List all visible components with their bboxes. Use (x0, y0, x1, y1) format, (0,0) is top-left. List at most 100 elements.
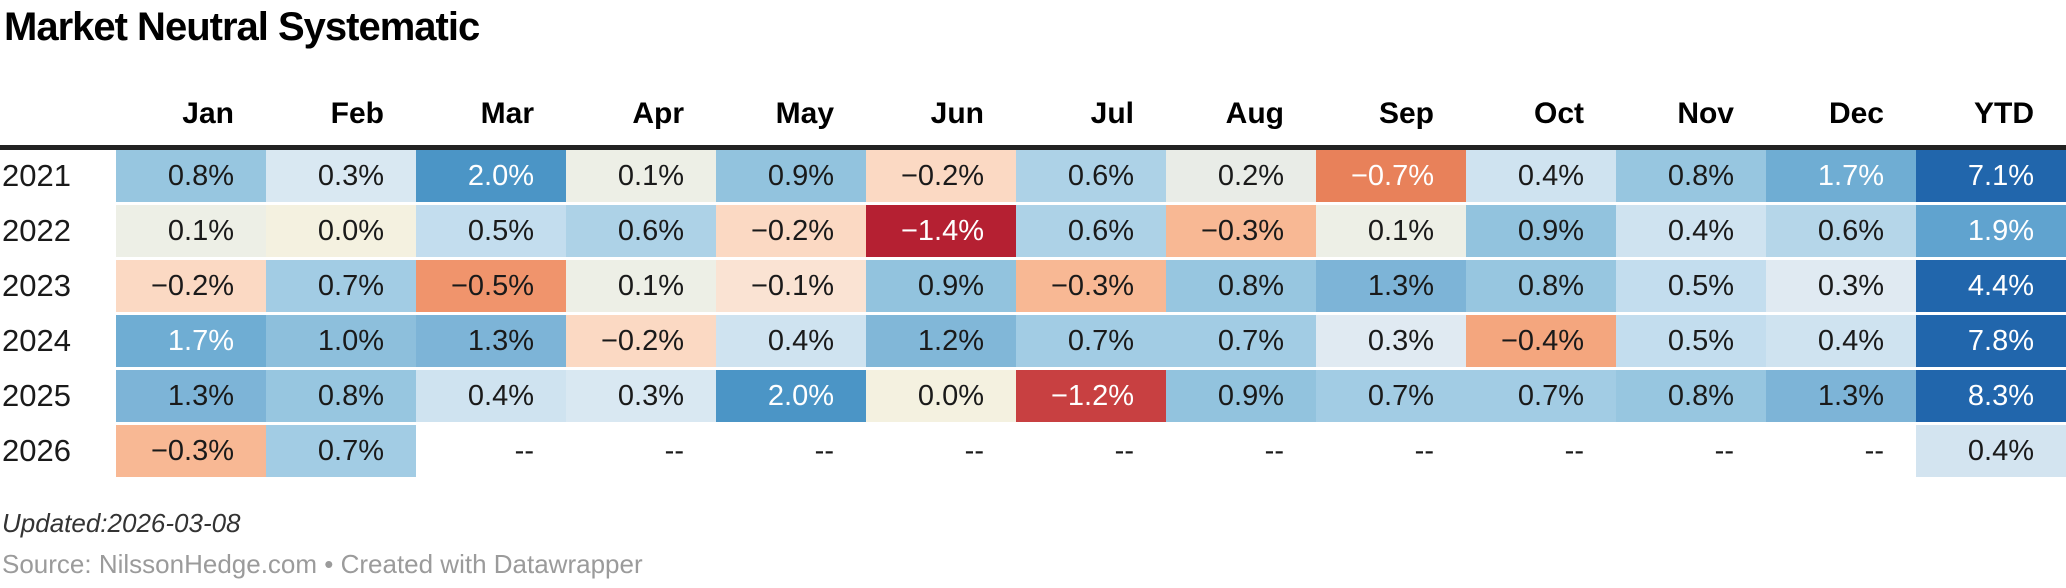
updated-note: Updated:2026-03-08 (2, 508, 241, 538)
cell-2022-jan: 0.1% (116, 205, 266, 260)
column-header-ytd: YTD (1916, 50, 2066, 150)
chart-title: Market Neutral Systematic (4, 5, 480, 49)
row-label-2023: 2023 (0, 260, 116, 315)
cell-2023-dec: 0.3% (1766, 260, 1916, 315)
cell-2022-apr: 0.6% (566, 205, 716, 260)
cell-2022-ytd: 1.9% (1916, 205, 2066, 260)
column-header-jun: Jun (866, 50, 1016, 150)
cell-2025-feb: 0.8% (266, 370, 416, 425)
cell-2024-mar: 1.3% (416, 315, 566, 370)
cell-2026-ytd: 0.4% (1916, 425, 2066, 480)
cell-2026-jan: −0.3% (116, 425, 266, 480)
cell-2023-jun: 0.9% (866, 260, 1016, 315)
cell-2021-nov: 0.8% (1616, 150, 1766, 205)
cell-2021-aug: 0.2% (1166, 150, 1316, 205)
cell-2026-may: -- (716, 425, 866, 480)
cell-2026-aug: -- (1166, 425, 1316, 480)
cell-2025-jun: 0.0% (866, 370, 1016, 425)
cell-2021-may: 0.9% (716, 150, 866, 205)
table-row-2021: 2021 0.8% 0.3% 2.0% 0.1% 0.9% −0.2% 0.6% 0.2% −0.… (0, 150, 2066, 205)
corner-header (0, 50, 116, 150)
cell-2022-aug: −0.3% (1166, 205, 1316, 260)
cell-2024-sep: 0.3% (1316, 315, 1466, 370)
header-row: Jan Feb Mar Apr May Jun Jul Aug Sep Oct Nov Dec YTD (0, 50, 2066, 150)
cell-2025-oct: 0.7% (1466, 370, 1616, 425)
cell-2022-oct: 0.9% (1466, 205, 1616, 260)
cell-2022-feb: 0.0% (266, 205, 416, 260)
cell-2023-mar: −0.5% (416, 260, 566, 315)
cell-2025-nov: 0.8% (1616, 370, 1766, 425)
cell-2025-apr: 0.3% (566, 370, 716, 425)
cell-2025-jan: 1.3% (116, 370, 266, 425)
cell-2023-jan: −0.2% (116, 260, 266, 315)
cell-2026-feb: 0.7% (266, 425, 416, 480)
cell-2021-oct: 0.4% (1466, 150, 1616, 205)
column-header-jul: Jul (1016, 50, 1166, 150)
cell-2023-ytd: 4.4% (1916, 260, 2066, 315)
cell-2022-nov: 0.4% (1616, 205, 1766, 260)
cell-2023-feb: 0.7% (266, 260, 416, 315)
cell-2024-dec: 0.4% (1766, 315, 1916, 370)
cell-2023-jul: −0.3% (1016, 260, 1166, 315)
cell-2021-jun: −0.2% (866, 150, 1016, 205)
cell-2021-feb: 0.3% (266, 150, 416, 205)
cell-2024-jan: 1.7% (116, 315, 266, 370)
row-label-2026: 2026 (0, 425, 116, 480)
cell-2024-ytd: 7.8% (1916, 315, 2066, 370)
column-header-jan: Jan (116, 50, 266, 150)
row-label-2022: 2022 (0, 205, 116, 260)
cell-2021-jul: 0.6% (1016, 150, 1166, 205)
cell-2024-may: 0.4% (716, 315, 866, 370)
cell-2021-apr: 0.1% (566, 150, 716, 205)
cell-2021-dec: 1.7% (1766, 150, 1916, 205)
column-header-may: May (716, 50, 866, 150)
cell-2025-sep: 0.7% (1316, 370, 1466, 425)
table-header: Jan Feb Mar Apr May Jun Jul Aug Sep Oct Nov Dec YTD (0, 50, 2066, 150)
table-row-2024: 2024 1.7% 1.0% 1.3% −0.2% 0.4% 1.2% 0.7% 0.7% 0.3… (0, 315, 2066, 370)
cell-2021-jan: 0.8% (116, 150, 266, 205)
cell-2023-sep: 1.3% (1316, 260, 1466, 315)
cell-2026-jul: -- (1016, 425, 1166, 480)
cell-2025-may: 2.0% (716, 370, 866, 425)
column-header-apr: Apr (566, 50, 716, 150)
table-row-2025: 2025 1.3% 0.8% 0.4% 0.3% 2.0% 0.0% −1.2% 0.9% 0.7… (0, 370, 2066, 425)
cell-2026-mar: -- (416, 425, 566, 480)
market-neutral-systematic-heatmap: Market Neutral Systematic Jan Feb Mar Apr Ma… (0, 4, 2066, 588)
cell-2023-apr: 0.1% (566, 260, 716, 315)
cell-2021-sep: −0.7% (1316, 150, 1466, 205)
row-label-2024: 2024 (0, 315, 116, 370)
cell-2025-dec: 1.3% (1766, 370, 1916, 425)
cell-2022-jul: 0.6% (1016, 205, 1166, 260)
cell-2023-oct: 0.8% (1466, 260, 1616, 315)
column-header-oct: Oct (1466, 50, 1616, 150)
column-header-mar: Mar (416, 50, 566, 150)
cell-2024-aug: 0.7% (1166, 315, 1316, 370)
table-body: 2021 0.8% 0.3% 2.0% 0.1% 0.9% −0.2% 0.6% 0.2% −0.… (0, 150, 2066, 480)
cell-2026-sep: -- (1316, 425, 1466, 480)
cell-2022-jun: −1.4% (866, 205, 1016, 260)
cell-2024-nov: 0.5% (1616, 315, 1766, 370)
cell-2026-nov: -- (1616, 425, 1766, 480)
column-header-aug: Aug (1166, 50, 1316, 150)
cell-2025-mar: 0.4% (416, 370, 566, 425)
column-header-sep: Sep (1316, 50, 1466, 150)
cell-2022-mar: 0.5% (416, 205, 566, 260)
cell-2021-mar: 2.0% (416, 150, 566, 205)
row-label-2021: 2021 (0, 150, 116, 205)
cell-2024-oct: −0.4% (1466, 315, 1616, 370)
cell-2021-ytd: 7.1% (1916, 150, 2066, 205)
cell-2022-may: −0.2% (716, 205, 866, 260)
cell-2023-nov: 0.5% (1616, 260, 1766, 315)
cell-2024-apr: −0.2% (566, 315, 716, 370)
cell-2026-apr: -- (566, 425, 716, 480)
cell-2026-jun: -- (866, 425, 1016, 480)
row-label-2025: 2025 (0, 370, 116, 425)
table-row-2023: 2023 −0.2% 0.7% −0.5% 0.1% −0.1% 0.9% −0.3% 0.8%… (0, 260, 2066, 315)
cell-2026-oct: -- (1466, 425, 1616, 480)
cell-2026-dec: -- (1766, 425, 1916, 480)
cell-2023-aug: 0.8% (1166, 260, 1316, 315)
cell-2024-jun: 1.2% (866, 315, 1016, 370)
cell-2025-aug: 0.9% (1166, 370, 1316, 425)
column-header-feb: Feb (266, 50, 416, 150)
column-header-dec: Dec (1766, 50, 1916, 150)
